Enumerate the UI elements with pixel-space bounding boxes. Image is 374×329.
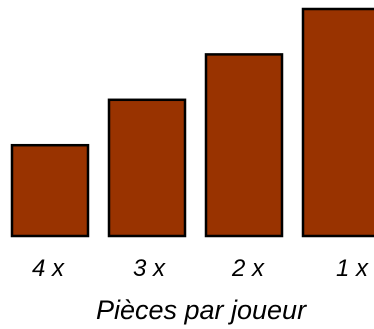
x-tick-label-3: 2 x <box>231 255 265 282</box>
bar-3 <box>204 53 284 238</box>
bar-4 <box>301 7 374 238</box>
tick-labels-group: 4 x 3 x 2 x 1 x <box>32 255 369 282</box>
x-axis-title: Pièces par joueur <box>96 295 307 325</box>
x-tick-label-2: 3 x <box>133 255 166 282</box>
x-tick-label-4: 1 x <box>336 255 369 282</box>
bar-1 <box>10 143 90 238</box>
bars-group <box>10 7 374 238</box>
x-tick-label-1: 4 x <box>32 255 65 282</box>
bar-2 <box>107 98 187 238</box>
